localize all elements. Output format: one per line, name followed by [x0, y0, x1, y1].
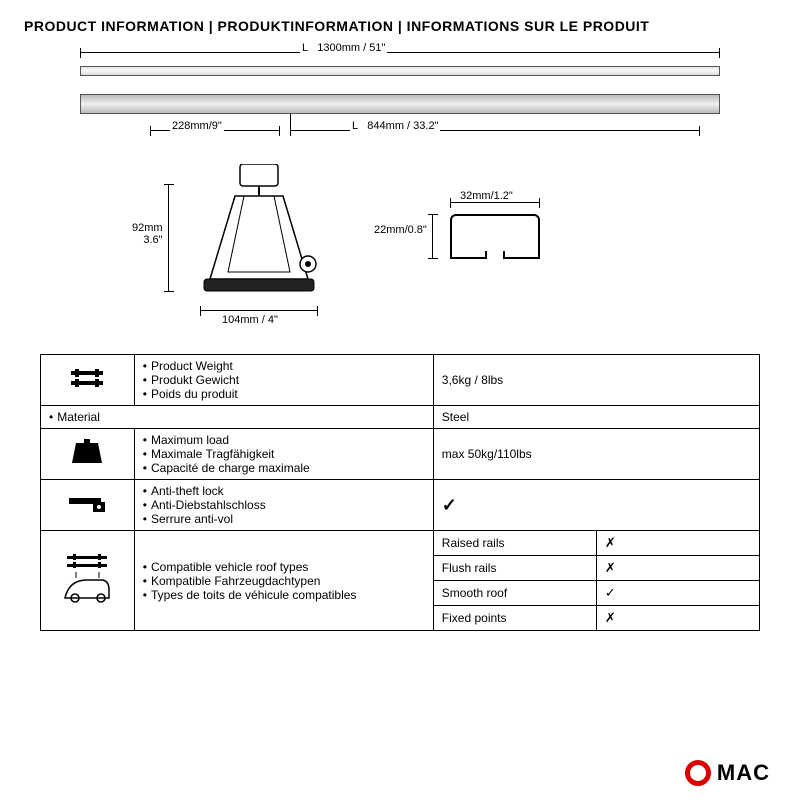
profile-cross-section	[450, 214, 540, 259]
rooftypes-icon	[41, 531, 135, 631]
weight-icon	[41, 355, 135, 406]
logo-text: MAC	[717, 760, 770, 786]
dim-overall-length	[80, 52, 720, 53]
maxload-labels: Maximum load Maximale Tragfähigkeit Capa…	[134, 429, 433, 480]
maxload-icon	[41, 429, 135, 480]
table-row-rooftypes: Compatible vehicle roof types Kompatible…	[41, 531, 760, 556]
maxload-value: max 50kg/110lbs	[433, 429, 759, 480]
foot-bracket	[190, 164, 330, 294]
technical-diagram: L 1300mm / 51" 228mm/9" L 844mm / 33.2"	[20, 44, 780, 354]
rooftype-name-0: Raised rails	[433, 531, 596, 556]
crossbar-top	[80, 66, 720, 76]
dim-profile-width-label: 32mm/1.2"	[458, 190, 515, 202]
table-row-material: Material Steel	[41, 406, 760, 429]
table-row-maxload: Maximum load Maximale Tragfähigkeit Capa…	[41, 429, 760, 480]
brand-logo: MAC	[685, 760, 770, 786]
dim-foot-height-label: 92mm3.6"	[130, 222, 165, 246]
dim-profile-width	[450, 202, 540, 203]
rooftype-name-2: Smooth roof	[433, 581, 596, 606]
dim-rail-length-label: L 844mm / 33.2"	[350, 120, 440, 132]
logo-ring-icon	[685, 760, 711, 786]
rooftype-val-0: ✗	[596, 531, 759, 556]
rooftype-name-1: Flush rails	[433, 556, 596, 581]
dim-overall-length-label: L 1300mm / 51"	[300, 42, 387, 54]
table-row-antitheft: Anti-theft lock Anti-Diebstahlschloss Se…	[41, 480, 760, 531]
material-labels: Material	[41, 406, 434, 429]
dim-profile-height	[432, 214, 433, 259]
dim-foot-height	[168, 184, 169, 292]
antitheft-labels: Anti-theft lock Anti-Diebstahlschloss Se…	[134, 480, 433, 531]
page-title: PRODUCT INFORMATION | PRODUKTINFORMATION…	[0, 0, 800, 44]
rooftype-name-3: Fixed points	[433, 606, 596, 631]
rail-body	[80, 94, 720, 114]
antitheft-icon	[41, 480, 135, 531]
rooftypes-labels: Compatible vehicle roof types Kompatible…	[134, 531, 433, 631]
antitheft-value: ✓	[433, 480, 759, 531]
table-row-weight: Product Weight Produkt Gewicht Poids du …	[41, 355, 760, 406]
weight-value: 3,6kg / 8lbs	[433, 355, 759, 406]
rooftype-val-2: ✓	[596, 581, 759, 606]
material-value: Steel	[433, 406, 759, 429]
dim-foot-width	[200, 310, 318, 311]
dim-profile-height-label: 22mm/0.8"	[372, 224, 429, 236]
dim-foot-width-label: 104mm / 4"	[220, 314, 280, 326]
rooftype-val-3: ✗	[596, 606, 759, 631]
rail-tick	[290, 114, 291, 134]
dim-rail-offset-label: 228mm/9"	[170, 120, 224, 132]
weight-labels: Product Weight Produkt Gewicht Poids du …	[134, 355, 433, 406]
spec-table: Product Weight Produkt Gewicht Poids du …	[40, 354, 760, 631]
rooftype-val-1: ✗	[596, 556, 759, 581]
